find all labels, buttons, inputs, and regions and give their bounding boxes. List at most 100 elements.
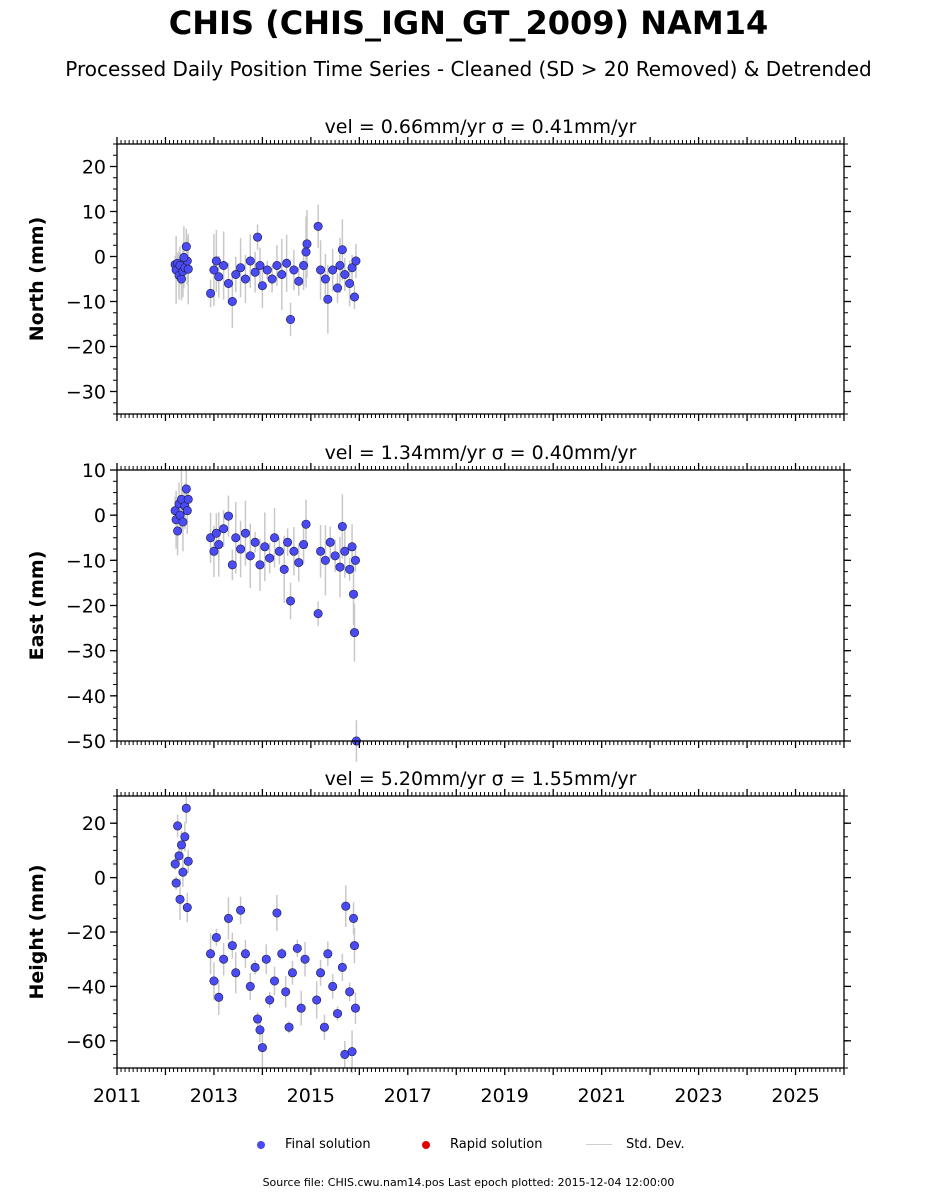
height-data-point [323,949,333,959]
east-data-point [347,542,357,552]
east-data-point [255,560,265,570]
height-data-point [328,981,338,991]
east-data-point [181,484,191,494]
north-axes-frame [116,143,845,415]
east-data-point [178,517,188,527]
north-data-point [253,232,263,242]
north-data-point [347,263,357,273]
height-data-point [341,901,351,911]
east-data-point [299,540,309,550]
east-data-point [231,533,241,543]
north-data-point [211,256,221,266]
legend-label-final: Final solution [285,1137,371,1152]
north-data-point [257,281,267,291]
height-data-point [181,803,191,813]
legend-item-final: Final solution [257,1137,371,1152]
north-data-point [227,296,237,306]
east-data-point [270,533,280,543]
height-data-point [350,1003,360,1013]
height-data-point [255,1025,265,1035]
north-data-point [236,263,246,273]
north-data-point [320,274,330,284]
north-data-point [349,292,359,302]
east-data-point [240,528,250,538]
height-data-point [245,981,255,991]
north-y-tick-label: −10 [66,292,106,314]
footer-source: Source file: CHIS.cwu.nam14.pos Last epo… [262,1176,675,1189]
north-data-point [335,260,345,270]
height-y-tick-label: −40 [66,976,106,998]
north-data-point [245,256,255,266]
height-data-point [231,968,241,978]
north-data-point [301,247,311,257]
north-data-point [313,221,323,231]
height-data-point [175,894,185,904]
east-data-point [279,564,289,574]
height-y-tick-label: 0 [94,868,106,890]
height-axes-frame [116,795,845,1069]
north-y-tick-label: 0 [94,247,106,269]
legend-label-std: Std. Dev. [626,1137,685,1152]
east-data-point [182,506,192,516]
height-data-point [345,987,355,997]
north-data-point [272,260,282,270]
height-x-tick-label: 2021 [577,1085,625,1107]
height-data-points [170,803,360,1059]
height-data-point [214,992,224,1002]
east-y-tick-label: −40 [66,686,106,708]
rapid-solution-marker-icon [422,1140,430,1149]
legend-label-rapid: Rapid solution [450,1137,543,1152]
height-data-point [173,821,183,831]
final-solution-marker-icon [257,1140,265,1149]
height-data-point [333,1009,343,1019]
height-x-tick-label: 2017 [384,1085,432,1107]
height-data-point [171,878,181,888]
height-data-point [253,1014,263,1024]
east-data-point [283,537,293,547]
north-data-point [219,260,229,270]
height-data-point [182,903,192,913]
height-data-point [219,954,229,964]
height-x-tick-label: 2019 [481,1085,529,1107]
north-data-point [299,260,309,270]
height-panel-title: vel = 5.20mm/yr σ = 1.55mm/yr [325,768,637,790]
north-data-point [183,264,193,274]
height-x-tick-label: 2011 [93,1085,141,1107]
north-data-point [214,272,224,282]
east-data-point [260,542,270,552]
north-data-point [255,260,265,270]
height-data-point [312,995,322,1005]
east-data-point [250,537,260,547]
height-data-point [281,987,291,997]
east-y-tick-label: −50 [66,731,106,753]
north-data-point [286,314,296,324]
east-data-point [245,551,255,561]
east-panel-title: vel = 1.34mm/yr σ = 0.40mm/yr [325,442,637,464]
height-data-point [349,913,359,923]
height-x-tick-label: 2013 [190,1085,238,1107]
height-data-point [265,995,275,1005]
height-data-point [272,908,282,918]
north-data-point [316,265,326,275]
north-data-point [267,274,277,284]
north-data-point [289,265,299,275]
legend-item-rapid: Rapid solution [422,1137,542,1152]
north-data-point [323,294,333,304]
height-data-point [174,851,184,861]
std-dev-line-icon [586,1144,612,1145]
figure-subtitle: Processed Daily Position Time Series - C… [65,57,872,81]
east-data-point [223,511,233,521]
height-data-point [349,941,359,951]
height-data-point [178,867,188,877]
north-data-point [231,269,241,279]
east-data-point [294,558,304,568]
legend-item-std: Std. Dev. [586,1137,685,1152]
north-y-tick-label: 20 [82,157,106,179]
height-y-tick-label: −60 [66,1031,106,1053]
north-data-point [351,256,361,266]
east-data-point [289,546,299,556]
east-data-point [337,521,347,531]
north-data-point [240,274,250,284]
north-data-point [206,288,216,298]
